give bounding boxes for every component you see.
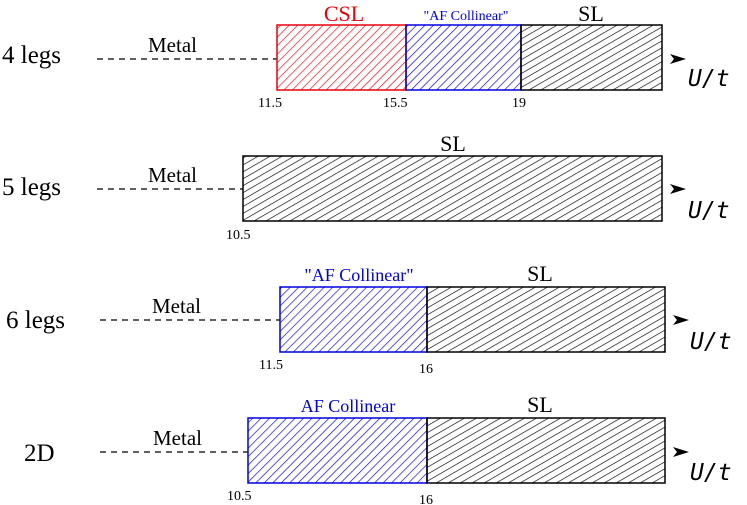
axis-label: U/t bbox=[690, 329, 732, 355]
phase-label-af-collinear: AF Collinear bbox=[301, 396, 396, 416]
metal-label: Metal bbox=[148, 33, 197, 57]
phase-region-af-collinear bbox=[405, 24, 522, 91]
metal-label: Metal bbox=[153, 426, 202, 450]
metal-label: Metal bbox=[148, 163, 197, 187]
tick-label: 16 bbox=[419, 493, 433, 505]
phase-label-csl: CSL bbox=[324, 1, 364, 26]
row-label: 5 legs bbox=[2, 174, 61, 201]
axis-label: U/t bbox=[690, 460, 732, 486]
axis-label: U/t bbox=[688, 66, 730, 92]
axis-arrow-icon bbox=[673, 447, 689, 457]
row-label: 2D bbox=[24, 440, 55, 467]
tick-label: 10.5 bbox=[226, 228, 251, 243]
axis-arrow-icon bbox=[670, 184, 686, 194]
tick-label: 15.5 bbox=[383, 96, 408, 111]
phase-label-sl: SL bbox=[527, 261, 553, 286]
tick-label: 19 bbox=[512, 96, 526, 111]
phase-label-sl: SL bbox=[440, 131, 466, 156]
row-4-legs: 4 legs Metal CSL "AF Collinear" SL 11.5 … bbox=[2, 1, 730, 111]
phase-label-sl: SL bbox=[527, 392, 553, 417]
phase-label-af-collinear: "AF Collinear" bbox=[304, 265, 413, 285]
phase-region-sl bbox=[242, 155, 663, 222]
row-5-legs: 5 legs Metal SL 10.5 U/t bbox=[2, 131, 730, 243]
phase-label-sl: SL bbox=[578, 1, 604, 26]
phase-region-csl bbox=[276, 24, 407, 91]
axis-arrow-icon bbox=[670, 54, 686, 64]
axis-arrow-icon bbox=[673, 315, 689, 325]
row-label: 4 legs bbox=[2, 42, 61, 69]
row-6-legs: 6 legs Metal "AF Collinear" SL 11.5 16 U… bbox=[6, 261, 732, 377]
tick-label: 11.5 bbox=[258, 96, 282, 111]
row-2d: 2D Metal AF Collinear SL 10.5 16 U/t bbox=[24, 392, 732, 505]
row-label: 6 legs bbox=[6, 307, 65, 334]
phase-region-af-collinear bbox=[247, 417, 428, 484]
axis-label: U/t bbox=[688, 198, 730, 224]
tick-label: 10.5 bbox=[227, 489, 252, 504]
tick-label: 11.5 bbox=[259, 358, 283, 373]
phase-region-af-collinear bbox=[279, 286, 428, 353]
tick-label: 16 bbox=[419, 362, 433, 377]
phase-label-af-collinear: "AF Collinear" bbox=[424, 9, 509, 24]
phase-region-sl bbox=[520, 24, 663, 91]
metal-label: Metal bbox=[152, 294, 201, 318]
phase-region-sl bbox=[426, 286, 666, 353]
phase-region-sl bbox=[426, 417, 666, 484]
